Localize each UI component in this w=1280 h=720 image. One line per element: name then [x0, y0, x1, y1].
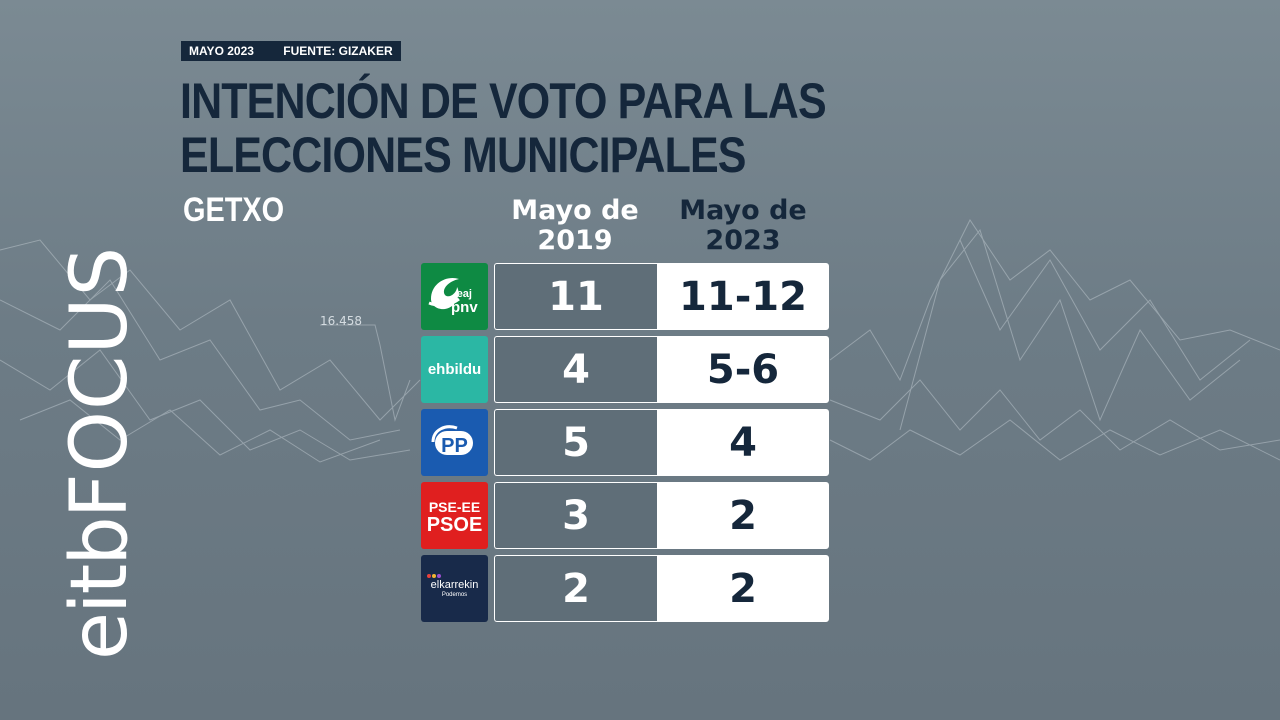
- psoe-logo-line1: PSE-EE: [428, 498, 481, 515]
- table-row-pnv: eaj pnv 11 11-12: [421, 263, 829, 330]
- table-row-psoe: PSE-EE PSOE 3 2: [421, 482, 829, 549]
- seats-2019: 4: [494, 336, 657, 403]
- municipality-subtitle: GETXO: [183, 191, 285, 229]
- column-header-2023: Mayo de 2023: [679, 195, 807, 256]
- ehbildu-logo-text: ehbildu: [427, 361, 482, 378]
- seats-2019: 2: [494, 555, 657, 622]
- background-number-label: 16.458: [320, 314, 362, 328]
- page-title: INTENCIÓN DE VOTO PARA LAS ELECCIONES MU…: [180, 73, 827, 183]
- ehbildu-logo: ehbildu: [421, 336, 488, 403]
- seats-2023: 11-12: [657, 263, 829, 330]
- elkarrekin-logo-line2: Podemos: [441, 591, 468, 598]
- seats-2023: 2: [657, 482, 829, 549]
- pp-logo-shape: [431, 425, 473, 455]
- table-row-ehbildu: ehbildu 4 5-6: [421, 336, 829, 403]
- focus-logo-text: FOCUS: [55, 245, 145, 519]
- elkarrekin-dots-icon: [427, 574, 441, 578]
- table-row-pp: PP 5 4: [421, 409, 829, 476]
- source-label: FUENTE: GIZAKER: [283, 44, 393, 58]
- psoe-logo-line2: PSOE: [426, 513, 483, 536]
- seats-2019: 3: [494, 482, 657, 549]
- table-row-elkarrekin: elkarrekin Podemos 2 2: [421, 555, 829, 622]
- seats-2019: 5: [494, 409, 657, 476]
- pp-logo: PP: [421, 409, 488, 476]
- eitb-logo-text: eitb: [55, 518, 145, 660]
- seats-2023: 4: [657, 409, 829, 476]
- seats-2023: 2: [657, 555, 829, 622]
- source-bar: MAYO 2023 FUENTE: GIZAKER: [181, 41, 401, 61]
- pnv-leaf-icon: [428, 277, 460, 310]
- seats-2023: 5-6: [657, 336, 829, 403]
- pp-logo-text: PP: [441, 435, 468, 457]
- pnv-logo-pnv: pnv: [451, 299, 478, 316]
- pnv-logo: eaj pnv: [421, 263, 488, 330]
- psoe-logo: PSE-EE PSOE: [421, 482, 488, 549]
- seats-2019: 11: [494, 263, 657, 330]
- pnv-logo-text: eaj pnv: [451, 287, 478, 315]
- elkarrekin-podemos-logo: elkarrekin Podemos: [421, 555, 488, 622]
- column-header-2019: Mayo de 2019: [511, 195, 639, 256]
- pnv-logo-eaj: eaj: [456, 288, 472, 300]
- date-label: MAYO 2023: [189, 44, 254, 58]
- eitb-focus-logo: eitbFOCUS: [55, 200, 145, 660]
- elkarrekin-logo-line1: elkarrekin: [430, 578, 479, 591]
